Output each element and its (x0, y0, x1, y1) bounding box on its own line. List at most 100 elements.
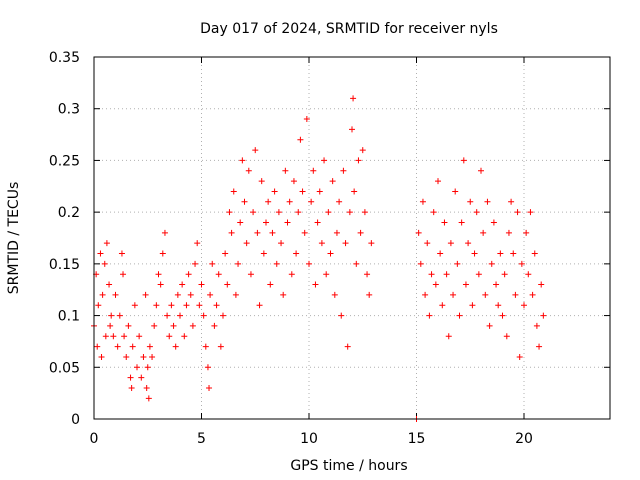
data-point (359, 147, 366, 154)
data-point (103, 240, 110, 247)
data-point (340, 167, 347, 174)
data-point (454, 260, 461, 267)
data-point (350, 95, 357, 102)
data-point (265, 198, 272, 205)
data-point (252, 147, 259, 154)
data-point (140, 353, 147, 360)
data-point (174, 291, 181, 298)
data-point (94, 343, 101, 350)
data-point (172, 343, 179, 350)
data-point (508, 198, 515, 205)
data-point (353, 260, 360, 267)
data-point (153, 302, 160, 309)
data-point (422, 291, 429, 298)
data-point (206, 384, 213, 391)
data-point (329, 178, 336, 185)
data-point (280, 291, 287, 298)
data-point (478, 167, 484, 174)
data-point (200, 312, 207, 319)
data-point (523, 229, 530, 236)
data-point (204, 364, 211, 371)
data-point (538, 281, 545, 288)
data-point (314, 219, 321, 226)
data-point (110, 333, 117, 340)
data-point (430, 209, 437, 216)
data-point (116, 312, 123, 319)
data-point (338, 312, 345, 319)
data-point (346, 209, 353, 216)
data-point (441, 219, 448, 226)
data-point (366, 291, 373, 298)
data-point (245, 167, 252, 174)
data-point (134, 364, 140, 371)
data-point (98, 353, 105, 360)
y-tick-label: 0.35 (49, 50, 80, 66)
data-point (247, 271, 254, 278)
data-point (306, 260, 312, 267)
data-point (209, 260, 216, 267)
data-point (183, 302, 190, 309)
data-point (488, 260, 495, 267)
data-point (349, 126, 355, 133)
data-point (164, 312, 171, 319)
data-point (196, 302, 203, 309)
data-point (290, 178, 297, 185)
x-axis-title: GPS time / hours (290, 458, 407, 474)
data-point (155, 271, 162, 278)
data-point (327, 250, 334, 257)
data-point (241, 198, 248, 205)
data-point (503, 333, 510, 340)
data-point (138, 374, 145, 381)
x-tick-label: 15 (408, 431, 426, 447)
data-point (215, 271, 222, 278)
data-points (91, 95, 547, 422)
data-point (540, 312, 547, 319)
data-point (128, 384, 135, 391)
chart-title: Day 017 of 2024, SRMTID for receiver nyl… (200, 21, 498, 37)
data-point (260, 250, 267, 257)
data-point (170, 322, 177, 329)
data-point (445, 333, 452, 340)
data-point (192, 260, 199, 267)
data-point (499, 312, 506, 319)
data-point (364, 271, 371, 278)
data-point (527, 209, 534, 216)
data-point (166, 333, 173, 340)
data-point (426, 312, 433, 319)
x-tick-label: 20 (515, 431, 533, 447)
data-point (458, 219, 465, 226)
data-point (222, 250, 229, 257)
data-point (226, 209, 233, 216)
data-point (525, 271, 532, 278)
data-point (217, 343, 224, 350)
data-point (505, 229, 512, 236)
data-point (417, 260, 424, 267)
data-point (308, 198, 315, 205)
data-point (493, 281, 500, 288)
data-point (207, 291, 214, 298)
data-point (351, 188, 358, 195)
data-point (142, 291, 149, 298)
data-point (271, 188, 278, 195)
data-point (149, 353, 156, 360)
data-point (518, 260, 525, 267)
data-point (288, 271, 295, 278)
data-point (355, 157, 362, 164)
data-point (432, 281, 439, 288)
data-point (278, 240, 285, 247)
data-point (254, 229, 261, 236)
data-point (361, 209, 368, 216)
data-point (415, 229, 422, 236)
data-point (510, 250, 517, 257)
data-point (473, 209, 480, 216)
axis-ticks: 0 0.05 0.1 0.15 0.2 0.25 0.3 0.35 0 5 10 15 20 (49, 50, 610, 447)
data-point (512, 291, 519, 298)
data-point (331, 291, 338, 298)
data-point (131, 302, 138, 309)
data-point (333, 229, 340, 236)
data-point (168, 302, 175, 309)
data-point (424, 240, 431, 247)
data-point (127, 374, 134, 381)
data-point (342, 240, 349, 247)
